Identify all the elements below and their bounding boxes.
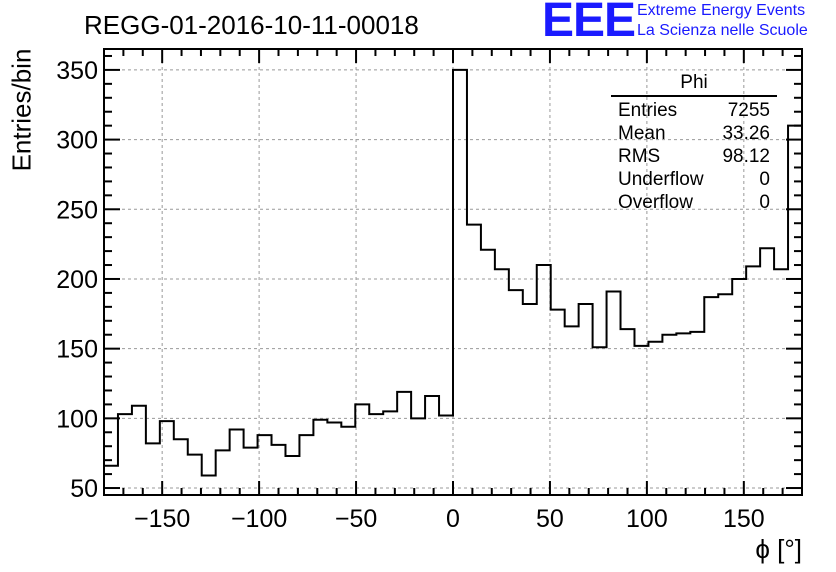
histogram-bin	[746, 266, 760, 495]
histogram-bin	[523, 304, 537, 495]
histogram-bin	[760, 248, 774, 495]
histogram-bin	[397, 392, 411, 495]
histogram-bin	[495, 269, 509, 495]
x-tick-label: −150	[134, 505, 190, 533]
stats-value: 33.26	[722, 123, 770, 144]
y-tick-label: 150	[56, 336, 98, 364]
histogram-bin	[341, 427, 355, 495]
x-tick-label: −100	[231, 505, 287, 533]
logo-text-line2: La Scienza nelle Scuole	[637, 22, 808, 39]
chart-title: REGG-01-2016-10-11-00018	[84, 10, 419, 40]
histogram-bin	[467, 225, 481, 495]
histogram-bin	[272, 445, 286, 495]
histogram-bin	[732, 279, 746, 495]
stats-row-mean: Mean 33.26	[611, 122, 777, 145]
histogram-bin	[313, 420, 327, 495]
y-tick-label: 300	[56, 127, 98, 155]
histogram-bin	[425, 396, 439, 495]
stats-row-overflow: Overflow 0	[611, 191, 777, 214]
histogram-bin	[327, 423, 341, 495]
stats-box: Phi Entries 7255 Mean 33.26 RMS 98.12 Un…	[611, 72, 777, 214]
histogram-bin	[132, 406, 146, 495]
stats-row-rms: RMS 98.12	[611, 145, 777, 168]
histogram-bin	[118, 414, 132, 495]
x-tick-label: 50	[536, 505, 564, 533]
stats-label: RMS	[618, 146, 661, 167]
histogram-bin	[593, 347, 607, 495]
histogram-bin	[230, 429, 244, 495]
histogram-bin	[579, 304, 593, 495]
histogram-bin	[216, 450, 230, 495]
y-tick-label: 200	[56, 266, 98, 294]
histogram-bin	[299, 435, 313, 495]
y-tick-label: 100	[56, 405, 98, 433]
stats-label: Entries	[618, 100, 678, 121]
histogram-bin	[634, 346, 648, 495]
stats-row-entries: Entries 7255	[611, 99, 777, 122]
histogram-bin	[453, 70, 467, 495]
histogram-bin	[411, 418, 425, 495]
histogram-bin	[704, 297, 718, 495]
x-tick-label: 0	[446, 505, 460, 533]
y-tick-label: 250	[56, 196, 98, 224]
stats-value: 0	[759, 169, 770, 190]
y-tick-label: 350	[56, 57, 98, 85]
histogram-bin	[481, 250, 495, 495]
histogram-bin	[355, 404, 369, 495]
x-tick-label: 100	[626, 505, 668, 533]
stats-value: 7255	[727, 100, 770, 121]
y-tick-label: 50	[70, 475, 98, 503]
histogram-bin	[439, 416, 453, 495]
histogram-bin	[607, 292, 621, 495]
stats-row-underflow: Underflow 0	[611, 168, 777, 191]
x-tick-label: −50	[335, 505, 377, 533]
axis-ticks	[104, 49, 802, 495]
histogram-bin	[774, 269, 788, 495]
histogram-bin	[648, 342, 662, 495]
histogram-bin	[244, 448, 258, 495]
histogram-bin	[188, 455, 202, 495]
histogram-bin	[174, 439, 188, 495]
y-axis-label: Entries/bin	[6, 48, 37, 172]
stats-label: Overflow	[618, 192, 693, 213]
histogram-bin	[383, 411, 397, 495]
stats-title: Phi	[611, 72, 777, 97]
stats-label: Mean	[618, 123, 666, 144]
logo-text-line1: Extreme Energy Events	[637, 2, 806, 19]
stats-value: 98.12	[722, 146, 770, 167]
histogram-bin	[146, 443, 160, 495]
histogram-bin	[537, 265, 551, 495]
histogram-bin	[104, 466, 118, 495]
stats-label: Underflow	[618, 169, 704, 190]
histogram-bin	[202, 475, 216, 495]
histogram-bin	[621, 329, 635, 495]
x-tick-label: 150	[723, 505, 765, 533]
histogram-bin	[676, 333, 690, 495]
histogram-outline	[103, 68, 803, 495]
x-axis-label: ϕ [°]	[755, 534, 802, 564]
histogram-bin	[718, 294, 732, 495]
histogram-bin	[369, 414, 383, 495]
histogram-bin	[690, 332, 704, 495]
stats-value: 0	[759, 192, 770, 213]
axis-tick-labels: −150 −100 −50 0 50 100 150 50 100 150 200 250 300 350	[56, 57, 764, 533]
histogram-bin	[509, 290, 523, 495]
histogram-bin	[662, 335, 676, 495]
histogram-bin	[551, 310, 565, 495]
eee-logo-mark: EEE	[542, 0, 636, 47]
histogram-bin	[565, 326, 579, 495]
